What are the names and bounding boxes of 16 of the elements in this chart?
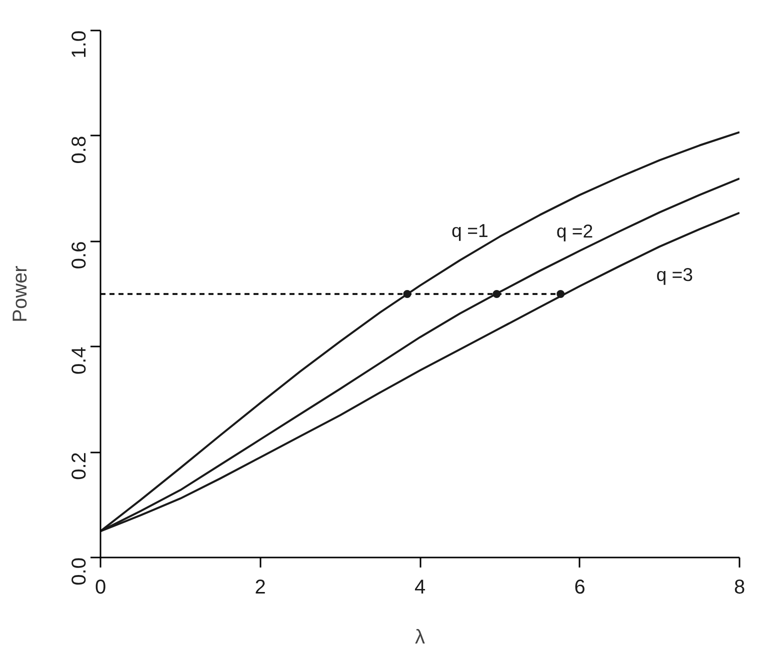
- y-tick-label: 0.2: [68, 452, 90, 480]
- y-tick-label: 0.8: [68, 136, 90, 164]
- y-tick-label: 0.0: [68, 557, 90, 586]
- series-label: q =1: [452, 220, 488, 241]
- x-axis-title: λ: [415, 626, 425, 648]
- y-tick-label: 0.4: [68, 346, 90, 375]
- x-tick-label: 4: [414, 576, 426, 598]
- x-tick-label: 0: [94, 576, 106, 598]
- y-tick-label: 1.0: [68, 30, 90, 58]
- y-axis-title: Power: [10, 265, 32, 322]
- x-tick-label: 8: [734, 576, 746, 598]
- x-tick-label: 2: [254, 576, 266, 598]
- series-label: q =2: [556, 220, 594, 242]
- x-tick-label: 6: [574, 576, 586, 598]
- series-label: q =3: [656, 264, 694, 286]
- y-tick-label: 0.6: [68, 241, 90, 270]
